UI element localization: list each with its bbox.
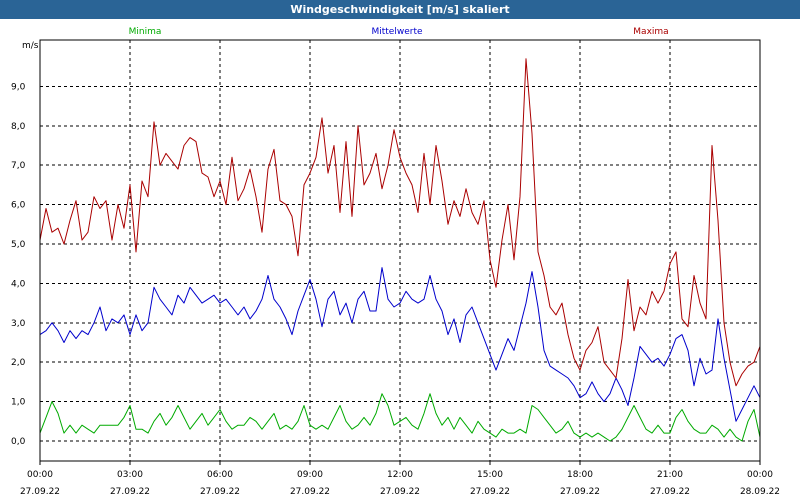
x-tick-time: 15:00: [477, 470, 503, 480]
x-tick-date: 27.09.22: [470, 487, 510, 497]
x-tick-date: 27.09.22: [20, 487, 60, 497]
legend: Minima Mittelwerte Maxima: [129, 27, 669, 37]
legend-entry-minima: Minima: [129, 27, 162, 37]
y-tick-label: 4,0: [11, 279, 26, 289]
x-tick-time: 06:00: [207, 470, 233, 480]
y-tick-label: 8,0: [11, 122, 26, 132]
x-tick-time: 12:00: [387, 470, 413, 480]
y-tick-label: 3,0: [11, 319, 26, 329]
x-tick-time: 03:00: [117, 470, 143, 480]
axis-labels: 0,0 1,0 2,0 3,0 4,0 5,0 6,0 7,0 8,0 9,0 m/s 00:00 27…: [11, 41, 780, 497]
x-tick-time: 09:00: [297, 470, 323, 480]
x-tick-time: 00:00: [27, 470, 53, 480]
window-title: Windgeschwindigkeit [m/s] skaliert: [0, 0, 800, 19]
y-tick-label: 1,0: [11, 398, 26, 408]
legend-entry-mittelwerte: Mittelwerte: [371, 27, 422, 37]
x-tick-time: 21:00: [657, 470, 683, 480]
x-tick-date: 27.09.22: [380, 487, 420, 497]
x-tick-time: 18:00: [567, 470, 593, 480]
series-line-minima: [39, 393, 761, 442]
y-tick-label: 6,0: [11, 201, 26, 211]
plot-frame: [39, 39, 761, 465]
y-tick-label: 0,0: [11, 437, 26, 447]
y-axis-label: m/s: [22, 41, 39, 51]
x-tick-date: 28.09.22: [740, 487, 780, 497]
x-tick-date: 27.09.22: [560, 487, 600, 497]
x-tick-date: 27.09.22: [650, 487, 690, 497]
y-tick-label: 7,0: [11, 161, 26, 171]
legend-entry-maxima: Maxima: [633, 27, 668, 37]
x-tick-date: 27.09.22: [290, 487, 330, 497]
y-tick-label: 5,0: [11, 240, 26, 250]
x-tick-date: 27.09.22: [200, 487, 240, 497]
grid: [40, 40, 760, 461]
y-tick-label: 2,0: [11, 358, 26, 368]
series-line-maxima: [39, 58, 761, 387]
plot-border: [39, 39, 761, 462]
y-tick-label: 9,0: [11, 82, 26, 92]
series-lines: [39, 58, 761, 442]
series-line-mittelwerte: [39, 267, 761, 422]
x-tick-date: 27.09.22: [110, 487, 150, 497]
x-tick-time: 00:00: [747, 470, 773, 480]
